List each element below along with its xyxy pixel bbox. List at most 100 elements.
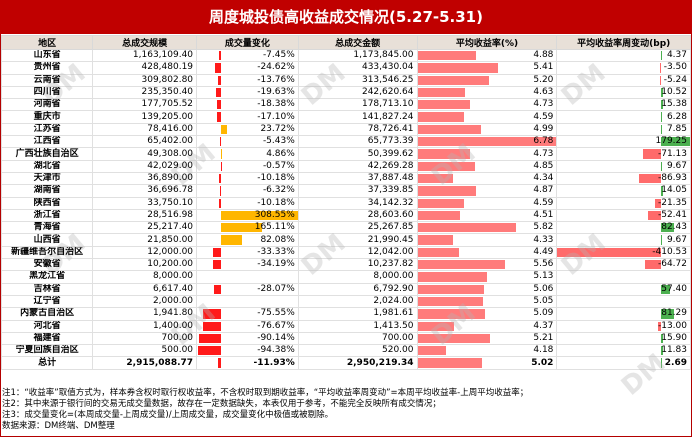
avg-yield-cell: 5.21 bbox=[416, 331, 558, 346]
avg-yield-cell: 5.82 bbox=[416, 221, 558, 235]
region-cell-value: 湖南省 bbox=[33, 185, 61, 196]
avg-yield-cell: 4.59 bbox=[416, 110, 558, 124]
amount-cell-value: 8,000.00 bbox=[373, 271, 414, 282]
amount-cell: 313,546.25 bbox=[297, 73, 418, 87]
volume-cell-value: 36,890.00 bbox=[147, 173, 194, 184]
avg-yield-cell-value: 5.56 bbox=[533, 259, 554, 270]
amount-cell: 42,269.28 bbox=[297, 159, 418, 173]
total-row: 总计 2,915,088.77 -11.93% 2,950,219.34 5.02 2.6… bbox=[0, 356, 691, 370]
volume-cell-value: 12,000.00 bbox=[147, 246, 194, 257]
table-row: 吉林省 6,617.40 -28.07% 6,792.90 5.06 57.40 bbox=[0, 282, 691, 296]
amount-cell: 10,237.82 bbox=[297, 258, 418, 272]
total-avg-yield-bar bbox=[417, 358, 482, 368]
weekly-change-bar bbox=[660, 186, 664, 196]
avg-yield-cell: 5.13 bbox=[416, 270, 558, 284]
weekly-change-cell-value: -52.41 bbox=[657, 210, 687, 220]
volume-change-bar bbox=[219, 51, 222, 61]
data-source: 数据来源：DM终端、DM整理 bbox=[2, 421, 115, 431]
region-cell-value: 河北省 bbox=[33, 320, 61, 331]
weekly-change-cell-value: -71.13 bbox=[657, 148, 687, 159]
table-row: 湖南省 36,696.78 -6.32% 37,339.85 4.87 14.05 bbox=[0, 184, 691, 198]
weekly-change-cell-value: -13.00 bbox=[657, 320, 687, 331]
volume-change-bar bbox=[216, 100, 222, 110]
total-label-value: 总计 bbox=[38, 357, 57, 368]
region-cell: 山西省 bbox=[0, 233, 94, 247]
region-cell: 河南省 bbox=[0, 98, 94, 112]
volume-cell-value: 177,705.52 bbox=[141, 99, 194, 110]
volume-cell: 500.00 bbox=[92, 344, 198, 358]
volume-change-cell-value: 4.86% bbox=[266, 148, 295, 159]
amount-cell: 37,339.85 bbox=[297, 184, 418, 198]
volume-change-bar bbox=[216, 87, 222, 98]
avg-yield-bar bbox=[417, 346, 447, 356]
table-row: 新疆维吾尔自治区 12,000.00 -33.33% 12,042.00 4.49 -41… bbox=[0, 245, 691, 260]
region-cell: 河北省 bbox=[0, 319, 94, 333]
weekly-change-bar bbox=[660, 112, 662, 122]
weekly-change-cell: 179.25 bbox=[556, 135, 691, 149]
total-amount-value: 2,950,219.34 bbox=[346, 357, 414, 368]
volume-change-cell: 23.72% bbox=[196, 122, 299, 137]
footnote-1: 注1：“收益率”取值方式为，样本券含权时取行权收益率，不含权时取到期收益率，“平… bbox=[2, 388, 529, 398]
volume-change-cell-value: 82.08% bbox=[260, 234, 295, 245]
weekly-change-cell bbox=[556, 270, 691, 284]
volume-change-cell: 4.86% bbox=[196, 147, 299, 161]
amount-cell-value: 1,413.50 bbox=[373, 320, 414, 331]
amount-cell-value: 1,981.61 bbox=[373, 308, 414, 319]
avg-yield-bar bbox=[417, 284, 484, 294]
weekly-change-cell: -71.13 bbox=[556, 147, 691, 161]
avg-yield-bar bbox=[417, 51, 476, 61]
volume-change-bar bbox=[202, 309, 222, 319]
region-cell: 广西壮族自治区 bbox=[0, 147, 94, 161]
amount-cell-value: 2,024.00 bbox=[373, 296, 414, 307]
amount-cell: 1,413.50 bbox=[297, 319, 418, 333]
weekly-change-bar bbox=[660, 51, 662, 61]
weekly-change-cell-value: 14.05 bbox=[661, 185, 687, 196]
weekly-change-cell: -410.53 bbox=[556, 245, 691, 260]
avg-yield-cell-value: 4.87 bbox=[533, 185, 554, 196]
weekly-change-bar bbox=[660, 333, 664, 344]
amount-cell-value: 10,237.82 bbox=[367, 259, 414, 270]
avg-yield-cell: 4.99 bbox=[416, 122, 558, 137]
amount-cell: 520.00 bbox=[297, 344, 418, 358]
region-cell-value: 吉林省 bbox=[33, 283, 61, 294]
volume-change-cell-value: -5.43% bbox=[262, 136, 295, 147]
weekly-change-cell-value: -5.24 bbox=[663, 74, 687, 85]
volume-cell: 139,205.00 bbox=[92, 110, 198, 124]
region-cell-value: 宁夏回族自治区 bbox=[15, 345, 79, 356]
table-row: 江苏省 78,416.00 23.72% 78,726.41 4.99 7.85 bbox=[0, 122, 691, 137]
weekly-change-cell: -3.50 bbox=[556, 61, 691, 75]
region-cell: 吉林省 bbox=[0, 282, 94, 296]
weekly-change-cell: 81.29 bbox=[556, 307, 691, 321]
amount-cell: 141,827.24 bbox=[297, 110, 418, 124]
volume-change-bar bbox=[217, 75, 222, 85]
volume-change-bar bbox=[221, 210, 298, 221]
volume-change-cell: -18.38% bbox=[196, 98, 299, 112]
table-header-row: 地区 总成交规模 成交量变化 总成交金额 平均收益率(%) 平均收益率周变动(b… bbox=[0, 35, 691, 50]
amount-cell: 178,713.10 bbox=[297, 98, 418, 112]
avg-yield-cell: 4.49 bbox=[416, 245, 558, 260]
volume-cell-value: 6,617.40 bbox=[152, 283, 194, 294]
volume-cell-value: 309,802.80 bbox=[141, 74, 194, 85]
volume-cell-value: 500.00 bbox=[161, 345, 194, 356]
avg-yield-bar bbox=[417, 260, 505, 270]
region-cell: 辽宁省 bbox=[0, 294, 94, 309]
weekly-change-cell: -5.24 bbox=[556, 73, 691, 87]
volume-change-cell: -76.67% bbox=[196, 319, 299, 333]
weekly-change-bar bbox=[660, 100, 664, 110]
header-volume: 总成交规模 bbox=[92, 35, 198, 50]
weekly-change-cell-value: 15.90 bbox=[661, 332, 687, 343]
volume-change-bar bbox=[218, 173, 222, 184]
avg-yield-cell-value: 4.85 bbox=[533, 160, 554, 171]
avg-yield-cell: 4.34 bbox=[416, 171, 558, 186]
weekly-change-bar bbox=[660, 161, 663, 171]
avg-yield-cell-value: 4.51 bbox=[533, 210, 554, 220]
volume-change-cell-value: 23.72% bbox=[260, 123, 295, 134]
avg-yield-cell-value: 5.20 bbox=[533, 74, 554, 85]
volume-cell-value: 33,750.10 bbox=[147, 197, 194, 208]
weekly-change-cell: 4.37 bbox=[556, 48, 691, 63]
weekly-change-cell-value: -86.93 bbox=[657, 173, 687, 184]
volume-change-cell-value: -17.10% bbox=[257, 111, 295, 122]
region-cell-value: 重庆市 bbox=[33, 111, 61, 122]
volume-cell-value: 8,000.00 bbox=[152, 271, 194, 282]
total-volume-value: 2,915,088.77 bbox=[126, 357, 194, 368]
